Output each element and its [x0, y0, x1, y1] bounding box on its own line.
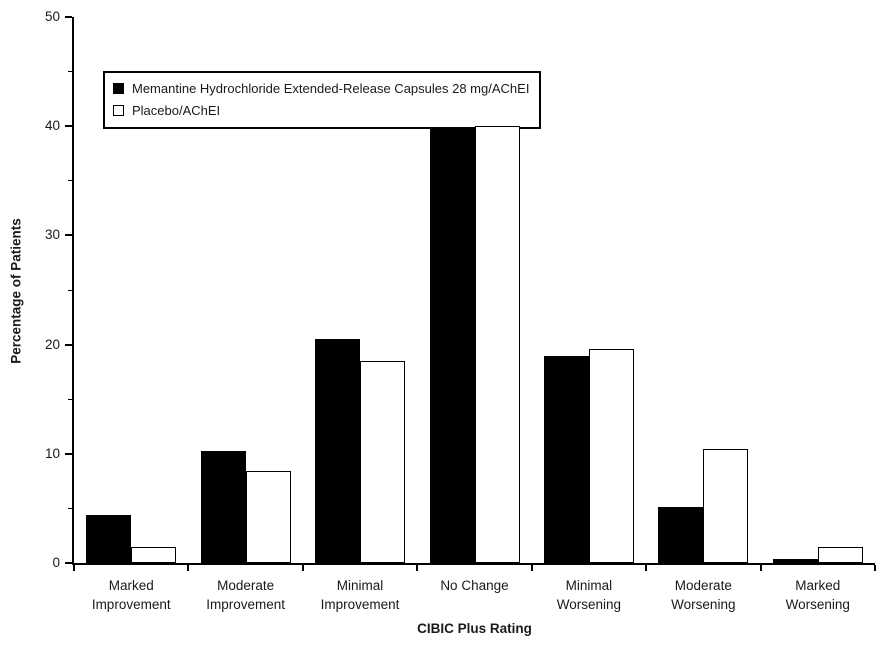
category-label: Minimal Worsening — [556, 578, 622, 612]
y-axis-tick-label: 50 — [44, 9, 60, 24]
category-label: No Change — [440, 578, 509, 593]
y-axis-minor-tick — [68, 398, 72, 400]
y-axis-minor-tick — [68, 71, 72, 73]
legend: Memantine Hydrochloride Extended-Release… — [103, 71, 542, 129]
bar-placebo — [817, 546, 863, 563]
bar-memantine — [315, 339, 361, 563]
plot-area: Memantine Hydrochloride Extended-Release… — [45, 9, 876, 571]
y-axis-major-tick — [65, 452, 72, 455]
category-label: Moderate Worsening — [671, 578, 736, 612]
category-label: Moderate Improvement — [206, 578, 286, 612]
y-axis-tick-label: 30 — [44, 227, 60, 243]
y-axis-minor-tick — [68, 289, 72, 291]
legend-label-placebo: Placebo/AChEI — [132, 102, 221, 118]
x-axis-category-labels: Marked Improvement Moderate Improvement Mi… — [74, 576, 875, 614]
x-axis-title: CIBIC Plus Rating — [417, 621, 532, 636]
x-axis-tick — [416, 565, 419, 571]
y-axis-tick-label: 40 — [44, 118, 60, 134]
open-square-swatch-icon — [113, 104, 124, 116]
bar-placebo — [245, 471, 291, 563]
y-axis-tick-label: 20 — [44, 336, 60, 352]
bar-memantine — [772, 558, 818, 563]
bar-placebo — [474, 126, 520, 563]
bar-placebo — [131, 546, 177, 563]
y-axis-minor-tick — [68, 180, 72, 182]
y-axis-tick-label: 0 — [52, 555, 60, 570]
legend-label-memantine: Memantine Hydrochloride Extended-Release… — [132, 80, 530, 96]
bar-memantine — [86, 514, 132, 563]
x-axis-tick — [759, 565, 762, 571]
y-axis-major-tick — [65, 343, 72, 346]
category-label: Marked Improvement — [91, 578, 171, 612]
y-axis-major-tick — [65, 562, 72, 564]
y-axis-major-tick — [65, 234, 72, 237]
y-axis-major-tick — [65, 16, 72, 18]
category-label: Minimal Improvement — [320, 578, 400, 612]
x-axis-tick — [874, 565, 876, 571]
x-axis-tick — [73, 565, 75, 571]
bar-memantine — [543, 355, 589, 563]
bar-placebo — [360, 360, 406, 563]
y-axis-major-tick — [65, 125, 72, 128]
bar-memantine — [429, 127, 475, 563]
bar-memantine — [200, 450, 246, 563]
y-axis-tick-label: 10 — [44, 445, 60, 461]
bar-placebo — [703, 449, 749, 563]
legend-item-placebo: Placebo/AChEI — [113, 99, 529, 121]
bar-placebo — [588, 348, 634, 563]
category-label: Marked Worsening — [785, 578, 850, 612]
legend-item-memantine: Memantine Hydrochloride Extended-Release… — [113, 77, 529, 99]
x-axis-tick — [187, 565, 190, 571]
filled-square-swatch-icon — [113, 82, 124, 94]
x-axis-tick — [530, 565, 533, 571]
y-axis-minor-tick — [68, 507, 72, 509]
x-axis-tick — [645, 565, 648, 571]
bar-memantine — [658, 507, 704, 563]
x-axis-tick — [301, 565, 304, 571]
